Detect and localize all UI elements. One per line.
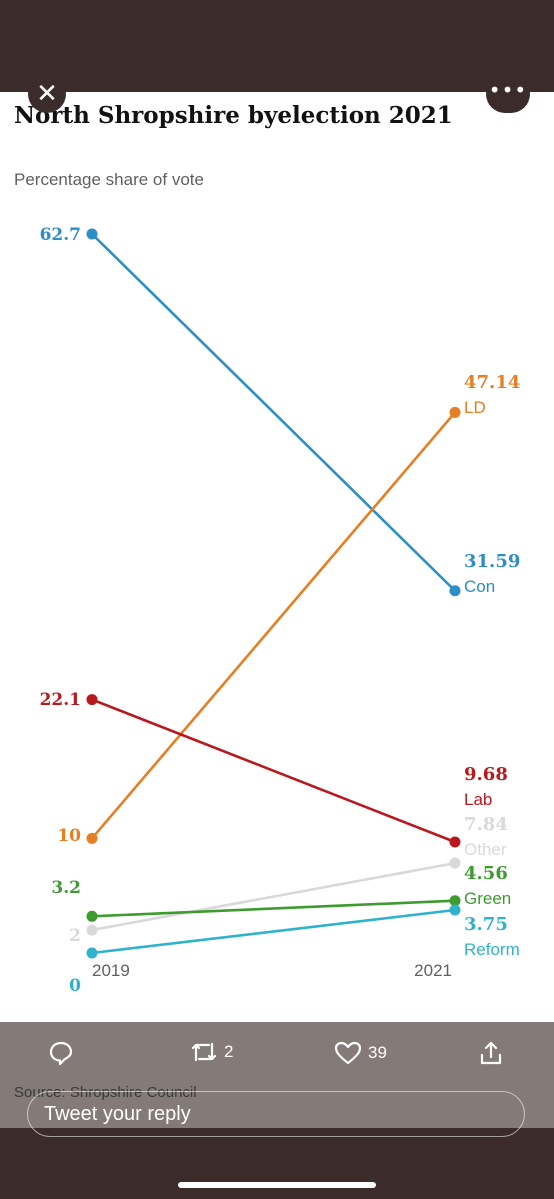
series-name-label-green: Green [464, 889, 511, 908]
left-value-label-con: 62.7 [40, 225, 81, 245]
close-button[interactable]: ✕ [28, 75, 66, 113]
right-value-label-other: 7.84 [464, 814, 508, 835]
point-2021-green [449, 895, 461, 907]
top-bar [0, 0, 554, 92]
home-indicator [178, 1182, 376, 1188]
point-2021-other [449, 857, 461, 869]
right-value-label-lab: 9.68 [464, 764, 508, 785]
series-line-ld [91, 411, 456, 840]
more-options-button[interactable]: ••• [486, 75, 530, 113]
chart-title: North Shropshire byelection 2021 [14, 102, 453, 129]
left-value-label-ld: 10 [57, 826, 81, 846]
series-line-other [91, 861, 456, 932]
series-name-label-con: Con [464, 577, 495, 596]
like-button[interactable]: 39 [334, 1040, 387, 1066]
point-2019-other [86, 924, 98, 936]
heart-icon [334, 1041, 362, 1065]
point-2021-con [449, 585, 461, 597]
point-2019-ld [86, 832, 98, 844]
more-icon: ••• [488, 78, 528, 102]
right-value-label-con: 31.59 [464, 551, 520, 572]
point-2021-reform [449, 904, 461, 916]
chart-source: Source: Shropshire Council [14, 1084, 197, 1101]
right-value-label-ld: 47.14 [464, 372, 520, 393]
x-tick-label-2021: 2021 [414, 961, 452, 980]
slope-chart: 62.7 31.59 Con 10 47.14 LD 22.1 9.68 Lab 2 7.84 Oth… [40, 225, 521, 996]
reply-icon [49, 1041, 73, 1066]
point-2019-reform [86, 947, 98, 959]
chart-subtitle: Percentage share of vote [14, 170, 204, 189]
left-value-label-green: 3.2 [51, 878, 81, 898]
left-value-label-other: 2 [69, 926, 81, 946]
series-line-reform [91, 908, 456, 955]
right-value-label-reform: 3.75 [464, 914, 508, 935]
share-button[interactable] [478, 1040, 504, 1066]
retweet-icon [191, 1042, 217, 1062]
tweet-reply-input[interactable]: Tweet your reply [27, 1091, 525, 1137]
tweet-action-overlay: 2 39 Source: Shropshire Council [0, 1022, 554, 1128]
reply-button[interactable] [48, 1040, 74, 1066]
point-2021-ld [449, 406, 461, 418]
x-tick-label-2019: 2019 [92, 961, 130, 980]
right-value-label-green: 4.56 [464, 863, 508, 884]
point-2019-green [86, 910, 98, 922]
bottom-bar [0, 1128, 554, 1199]
series-line-green [91, 899, 456, 918]
series-line-con [91, 233, 456, 592]
series-name-label-lab: Lab [464, 790, 492, 809]
retweet-count: 2 [224, 1042, 234, 1061]
retweet-button[interactable]: 2 [190, 1040, 233, 1064]
share-icon [480, 1041, 502, 1065]
point-2021-lab [449, 836, 461, 848]
point-2019-lab [86, 694, 98, 706]
series-name-label-ld: LD [464, 398, 486, 417]
series-name-label-reform: Reform [464, 940, 520, 959]
point-2019-con [86, 228, 98, 240]
series-name-label-other: Other [464, 840, 507, 859]
left-value-label-lab: 22.1 [40, 690, 81, 710]
left-value-label-reform: 0 [69, 976, 81, 996]
close-icon: ✕ [36, 79, 58, 109]
series-line-lab [91, 698, 456, 844]
like-count: 39 [368, 1043, 387, 1062]
